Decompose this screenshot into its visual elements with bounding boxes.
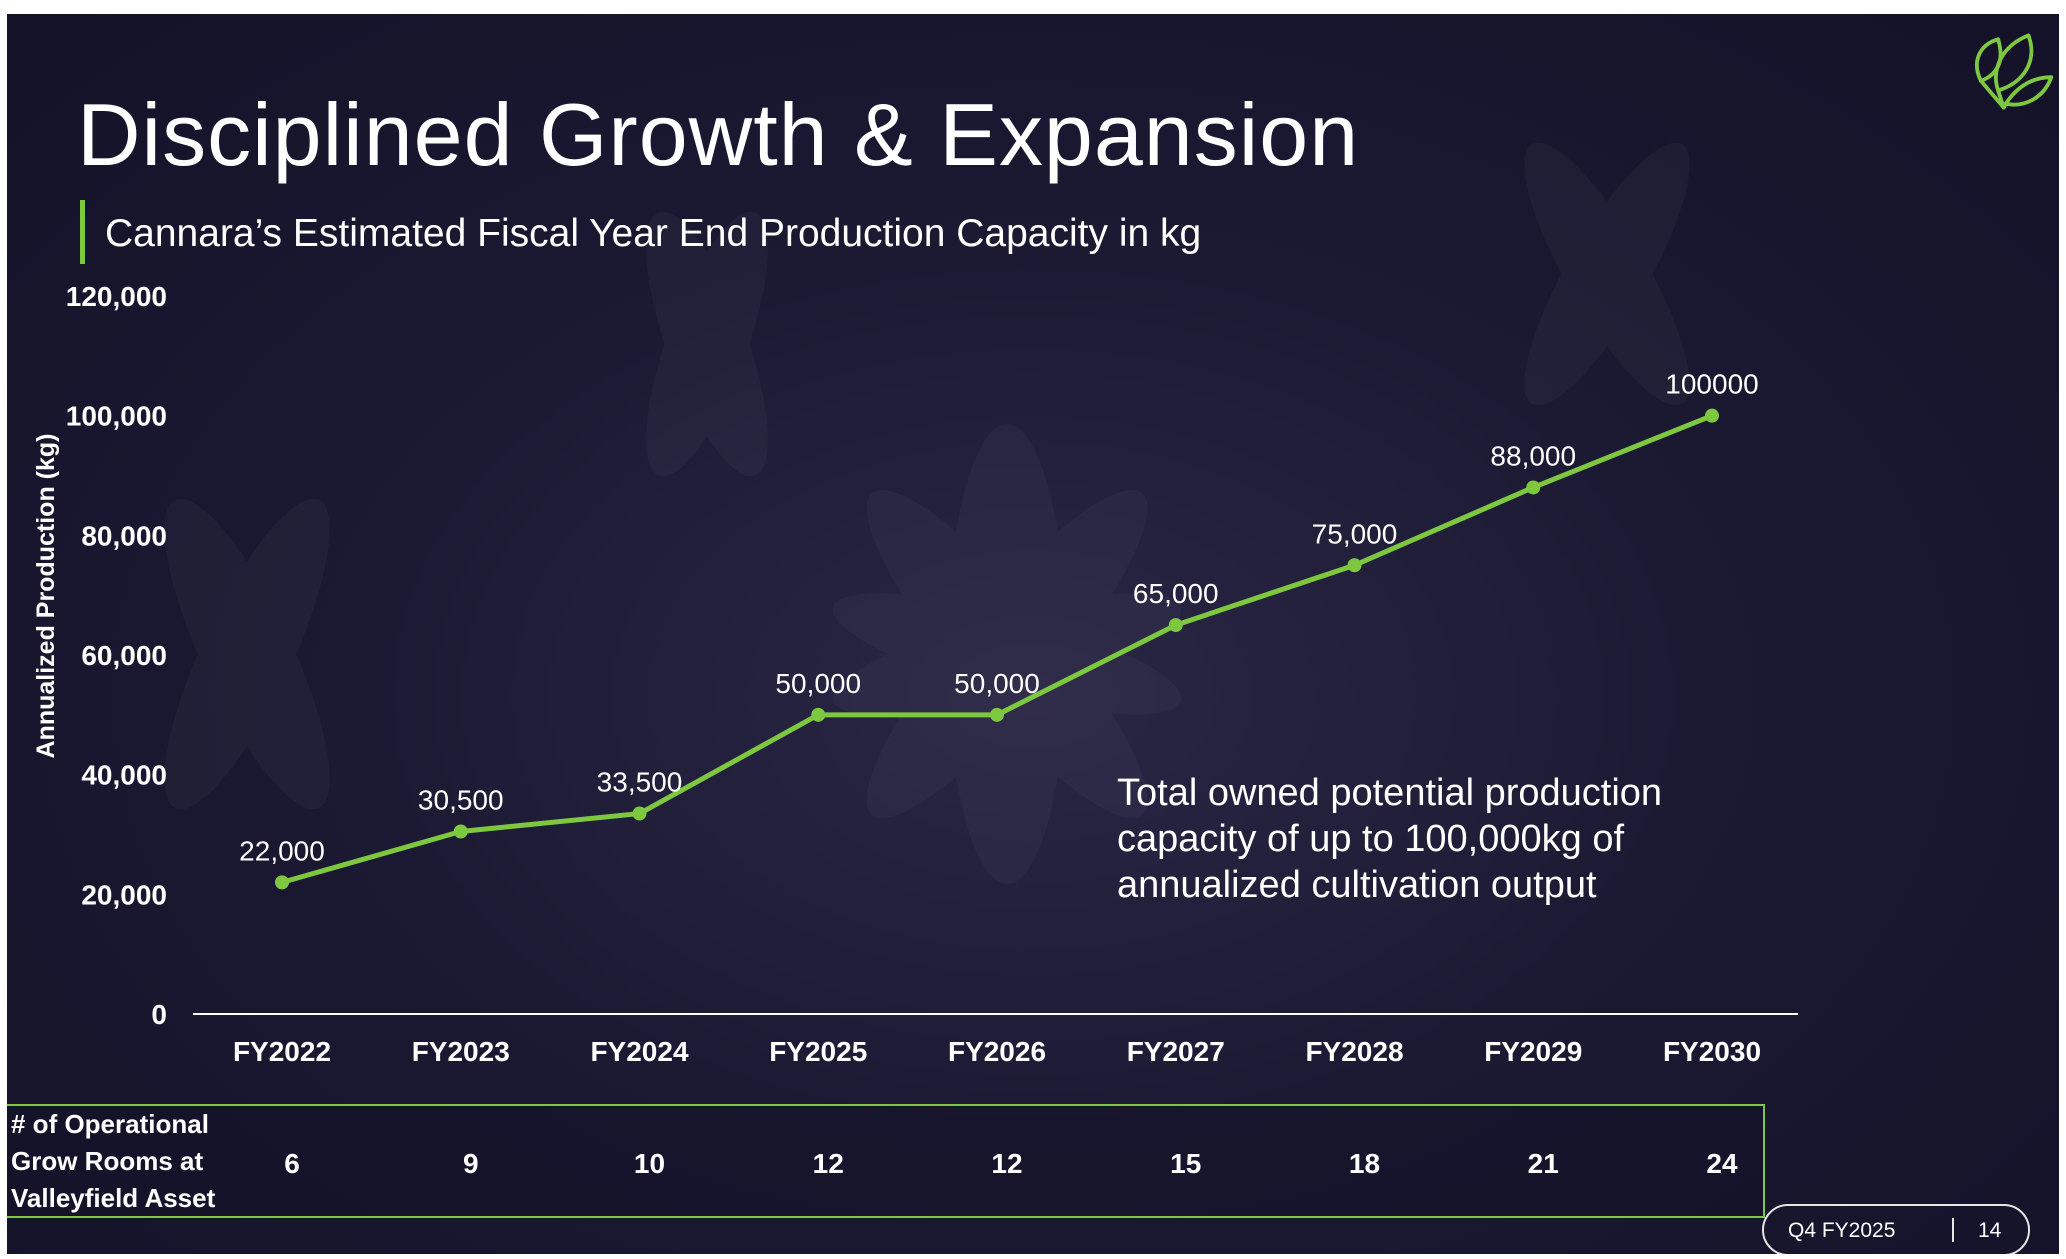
- grow-rooms-value: 9: [462, 1148, 479, 1179]
- data-point: [1347, 558, 1362, 573]
- grow-rooms-value: 15: [1170, 1148, 1202, 1179]
- data-point: [811, 707, 826, 722]
- slide: Annualized Production (kg) 0 20,000 40,000…: [7, 14, 2059, 1254]
- grow-rooms-value: 18: [1348, 1148, 1381, 1179]
- x-category-label: FY2030: [1663, 1036, 1761, 1067]
- y-tick-label: 120,000: [66, 281, 167, 312]
- data-label: 22,000: [239, 835, 325, 866]
- grow-rooms-value: 12: [812, 1148, 844, 1179]
- y-tick-label: 60,000: [81, 640, 167, 671]
- production-chart: Annualized Production (kg) 0 20,000 40,000…: [32, 281, 1798, 1067]
- data-point: [453, 824, 468, 839]
- data-point: [1168, 618, 1183, 633]
- grow-rooms-table: [7, 1104, 1765, 1218]
- data-label: 65,000: [1133, 578, 1219, 609]
- data-point: [275, 875, 289, 890]
- footer-divider: [1952, 1218, 1954, 1242]
- data-point: [1526, 480, 1541, 495]
- x-category-label: FY2028: [1305, 1036, 1403, 1067]
- footer-period: Q4 FY2025: [1788, 1219, 1896, 1242]
- grow-rooms-value: 12: [991, 1148, 1023, 1179]
- y-axis-title: Annualized Production (kg): [32, 434, 60, 759]
- y-tick-label: 0: [151, 999, 167, 1030]
- grow-rooms-value: 21: [1527, 1148, 1559, 1179]
- x-category-label: FY2025: [769, 1036, 867, 1067]
- data-point: [1705, 408, 1719, 423]
- data-label: 30,500: [418, 785, 504, 816]
- page-title: Disciplined Growth & Expansion: [77, 85, 1360, 184]
- data-label: 50,000: [775, 668, 861, 699]
- x-category-label: FY2026: [948, 1036, 1046, 1067]
- x-category-label: FY2022: [233, 1036, 331, 1067]
- y-tick-label: 100,000: [66, 401, 167, 432]
- data-label: 75,000: [1312, 518, 1398, 549]
- x-category-label: FY2029: [1484, 1036, 1582, 1067]
- data-label: 33,500: [597, 767, 683, 798]
- y-tick-label: 40,000: [81, 760, 167, 791]
- y-tick-label: 80,000: [81, 520, 167, 551]
- chart-subtitle: Cannara’s Estimated Fiscal Year End Prod…: [105, 212, 1202, 255]
- x-category-label: FY2023: [412, 1036, 510, 1067]
- grow-rooms-label: # of Operational Grow Rooms at Valleyfie…: [11, 1109, 216, 1213]
- grow-rooms-value: 10: [633, 1148, 666, 1179]
- grow-rooms-value: 24: [1706, 1148, 1738, 1179]
- data-label: 50,000: [954, 668, 1040, 699]
- data-label: 88,000: [1490, 440, 1576, 471]
- data-label: 100000: [1665, 369, 1758, 400]
- x-category-label: FY2024: [590, 1036, 688, 1067]
- y-tick-label: 20,000: [81, 879, 167, 910]
- subtitle-accent-bar: [80, 200, 85, 264]
- leaf-logo-icon: [1975, 33, 2054, 110]
- data-point: [990, 707, 1004, 722]
- grow-rooms-value: 6: [284, 1148, 300, 1179]
- capacity-note: Total owned potential production capacit…: [1117, 772, 1663, 906]
- data-point: [632, 806, 647, 821]
- page-number: 14: [1978, 1219, 2002, 1242]
- footer-pill: Q4 FY2025 14: [1762, 1204, 2030, 1254]
- x-category-label: FY2027: [1127, 1036, 1225, 1067]
